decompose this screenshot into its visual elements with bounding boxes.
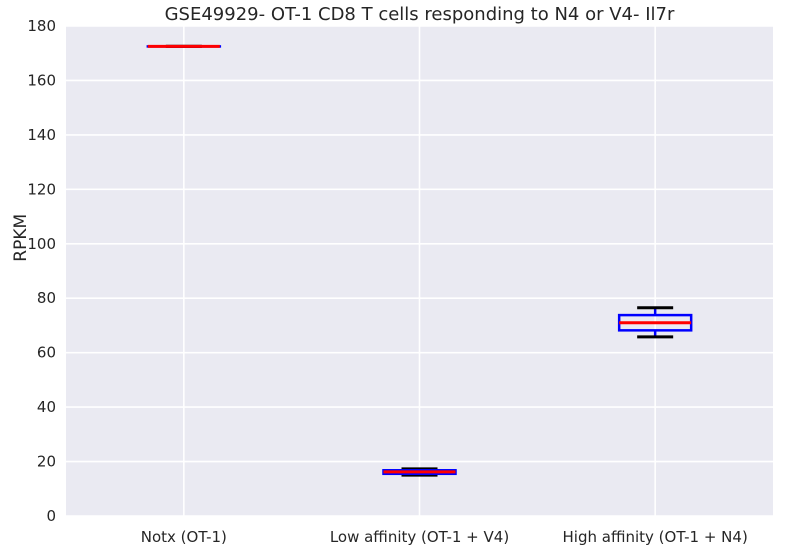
x-tick-label: Low affinity (OT-1 + V4): [330, 528, 509, 546]
y-tick-label: 120: [27, 180, 56, 198]
y-tick-label: 100: [27, 235, 56, 253]
y-tick-label: 60: [37, 344, 56, 362]
chart-title: GSE49929- OT-1 CD8 T cells responding to…: [165, 4, 675, 25]
x-tick-label: High affinity (OT-1 + N4): [563, 528, 748, 546]
grid-lines: [66, 25, 773, 517]
box-group: [617, 306, 693, 339]
y-tick-label: 180: [27, 17, 56, 35]
boxes: [146, 44, 693, 477]
x-tick-labels: Notx (OT-1) Low affinity (OT-1 + V4) High …: [141, 528, 748, 546]
y-tick-label: 20: [37, 453, 56, 471]
y-tick-label: 160: [27, 71, 56, 89]
x-tick-label: Notx (OT-1): [141, 528, 227, 546]
y-axis-label: RPKM: [11, 214, 31, 262]
y-tick-label: 0: [46, 507, 56, 525]
y-tick-label: 140: [27, 126, 56, 144]
y-tick-label: 80: [37, 289, 56, 307]
y-tick-labels: 0 20 40 60 80 100 120 140 160 180: [27, 17, 56, 525]
box-group: [382, 467, 457, 477]
y-tick-label: 40: [37, 398, 56, 416]
